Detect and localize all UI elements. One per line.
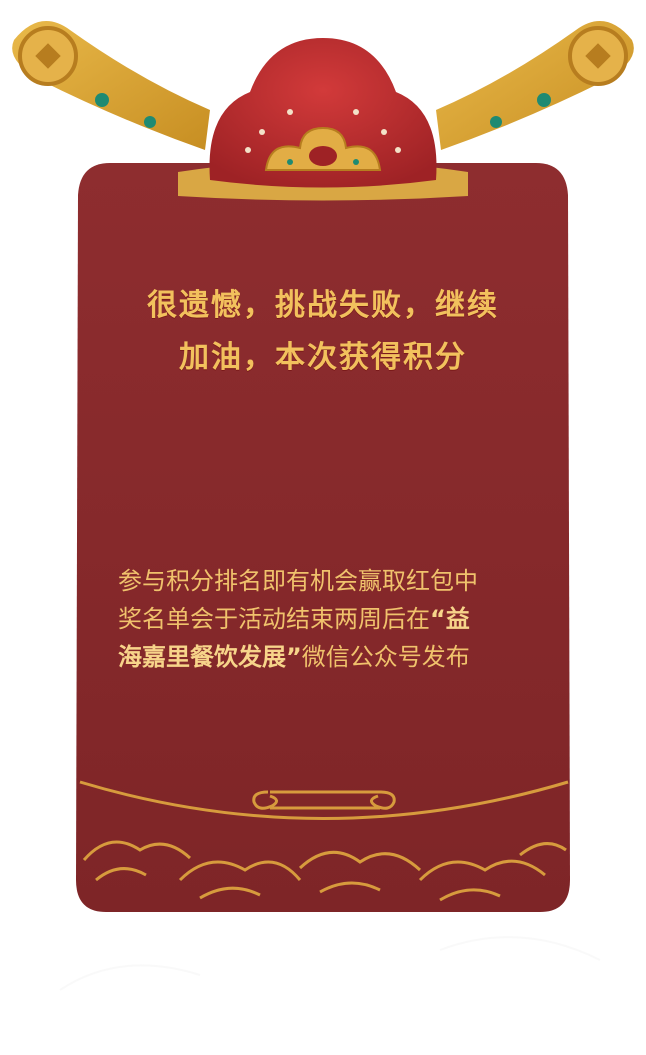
notice-line-2: 奖名单会于活动结束两周后在“益 [118,605,470,633]
brand-name-part-2: 海嘉里餐饮发展” [118,643,302,671]
result-headline: 很遗憾，挑战失败，继续 加油，本次获得积分 [80,280,566,384]
headline-line-1: 很遗憾，挑战失败，继续 [147,288,499,323]
gold-hat-icon [12,21,634,201]
envelope-card [76,163,570,912]
scroll-ornament-icon [252,790,396,810]
notice-line-3: 海嘉里餐饮发展”微信公众号发布 [118,643,470,671]
cloud-wave-icon [82,840,567,902]
headline-line-2: 加油，本次获得积分 [179,340,467,375]
coin-icon [568,26,628,86]
brand-name-part-1: “益 [430,605,470,633]
prize-notice: 参与积分排名即有机会赢取红包中 奖名单会于活动结束两周后在“益 海嘉里餐饮发展”… [118,562,548,676]
notice-line-1: 参与积分排名即有机会赢取红包中 [118,567,478,595]
coin-icon [18,26,78,86]
